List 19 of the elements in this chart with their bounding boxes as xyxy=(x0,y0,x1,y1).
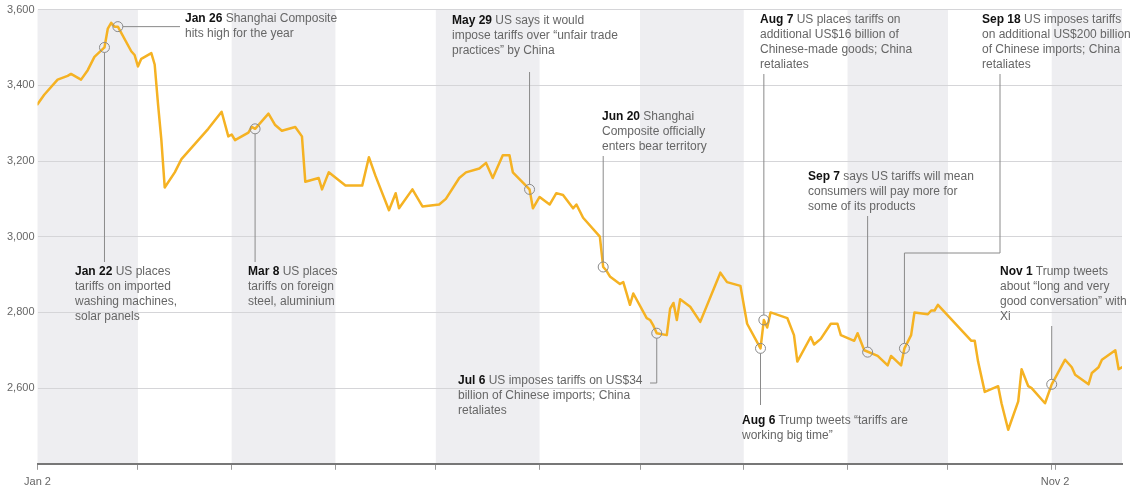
annotation: Sep 18 US imposes tariffs on additional US$200 billion of Chinese imports; China retaliates xyxy=(982,12,1132,72)
y-tick-label: 3,400 xyxy=(7,78,35,91)
y-tick-label: 2,600 xyxy=(7,381,35,394)
annotation: Jul 6 US imposes tariffs on US$34 billion of Chinese imports; China retaliates xyxy=(458,373,644,418)
annotation: Aug 7 US places tariffs on additional US$16 billion of Chinese-made goods; China retaliates xyxy=(760,12,914,72)
annotation: Aug 6 Trump tweets “tariffs are working big time” xyxy=(742,413,909,443)
annotation: Nov 1 Trump tweets about “long and very good conversation” with Xi xyxy=(1000,264,1128,324)
annotation: Mar 8 US places tariffs on foreign steel, aluminium xyxy=(248,264,339,309)
annotation: Jan 26 Shanghai Composite hits high for the year xyxy=(185,11,339,41)
annotation: May 29 US says it would impose tariffs over “unfair trade practices” by China xyxy=(452,13,619,58)
y-tick-label: 3,600 xyxy=(7,2,35,15)
annotation: Sep 7 says US tariffs will mean consumers will pay more for some of its products xyxy=(808,169,975,214)
y-tick-label: 3,200 xyxy=(7,154,35,167)
x-tick-label: Jan 2 xyxy=(24,475,51,488)
x-tick-label: Nov 2 xyxy=(1040,475,1070,488)
y-tick-label: 2,800 xyxy=(7,305,35,318)
annotation: Jan 22 US places tariffs on imported washing machines, solar panels xyxy=(75,264,179,324)
y-tick-label: 3,000 xyxy=(7,229,35,242)
annotation: Jun 20 Shanghai Composite officially enters bear territory xyxy=(602,109,708,154)
